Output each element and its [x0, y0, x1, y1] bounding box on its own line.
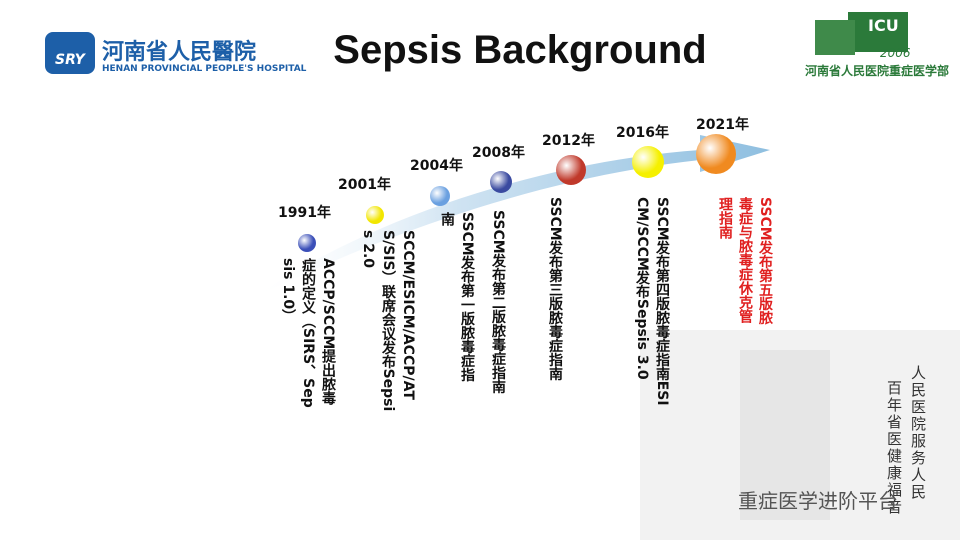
- left-badge-text: SRY: [55, 52, 85, 68]
- watermark: 重症医学进阶平台: [738, 489, 898, 513]
- event-text: SSCM发布第二版脓毒症指南: [490, 210, 506, 394]
- left-logo-cn: 河南省人民醫院: [102, 40, 257, 65]
- timeline-dot: [366, 206, 384, 224]
- event-year: 2008年: [472, 145, 525, 161]
- event-text: SSCM发布第三版脓毒症指南: [547, 197, 563, 381]
- building: [740, 350, 830, 520]
- timeline-dot: [298, 234, 316, 252]
- timeline-dot: [632, 146, 664, 178]
- event-year: 1991年: [278, 205, 331, 221]
- right-logo-badge: [848, 12, 908, 52]
- right-badge-text: ICU: [868, 16, 899, 35]
- event-text: ACCP/SCCM提出脓毒症的定义（SIRS、Sepsis 1.0）: [280, 258, 336, 408]
- slogan: 人民医院服务人民: [909, 365, 927, 501]
- timeline-dot: [696, 134, 736, 174]
- timeline-dot: [556, 155, 586, 185]
- right-logo-cn: 河南省人民医院重症医学部: [805, 64, 950, 78]
- event-year: 2001年: [338, 177, 391, 193]
- timeline-dot: [490, 171, 512, 193]
- event-year: 2016年: [616, 125, 669, 141]
- title: Sepsis Background: [333, 28, 707, 72]
- event-year: 2012年: [542, 133, 595, 149]
- right-logo-building: [815, 20, 855, 55]
- left-logo-en: HENAN PROVINCIAL PEOPLE'S HOSPITAL: [102, 64, 307, 74]
- left-logo-badge: [45, 32, 95, 74]
- event-text: SSCM发布第四版脓毒症指南ESICM/SCCM发布Sepsis 3.0: [634, 197, 670, 406]
- event-year: 2004年: [410, 158, 463, 174]
- event-text: SSCM发布第五版脓毒症与脓毒症休克管理指南: [717, 197, 773, 325]
- event-year: 2021年: [696, 117, 749, 133]
- slogan: 百年省医健康福音: [885, 380, 903, 516]
- event-text: SSCM发布第一版脓毒症指南: [439, 212, 475, 382]
- right-logo-year: 2006: [880, 46, 911, 60]
- event-text: SCCM/ESICM/ACCP/ATS/SIS）联席会议发布Sepsis 2.0: [360, 230, 416, 412]
- timeline-dot: [430, 186, 450, 206]
